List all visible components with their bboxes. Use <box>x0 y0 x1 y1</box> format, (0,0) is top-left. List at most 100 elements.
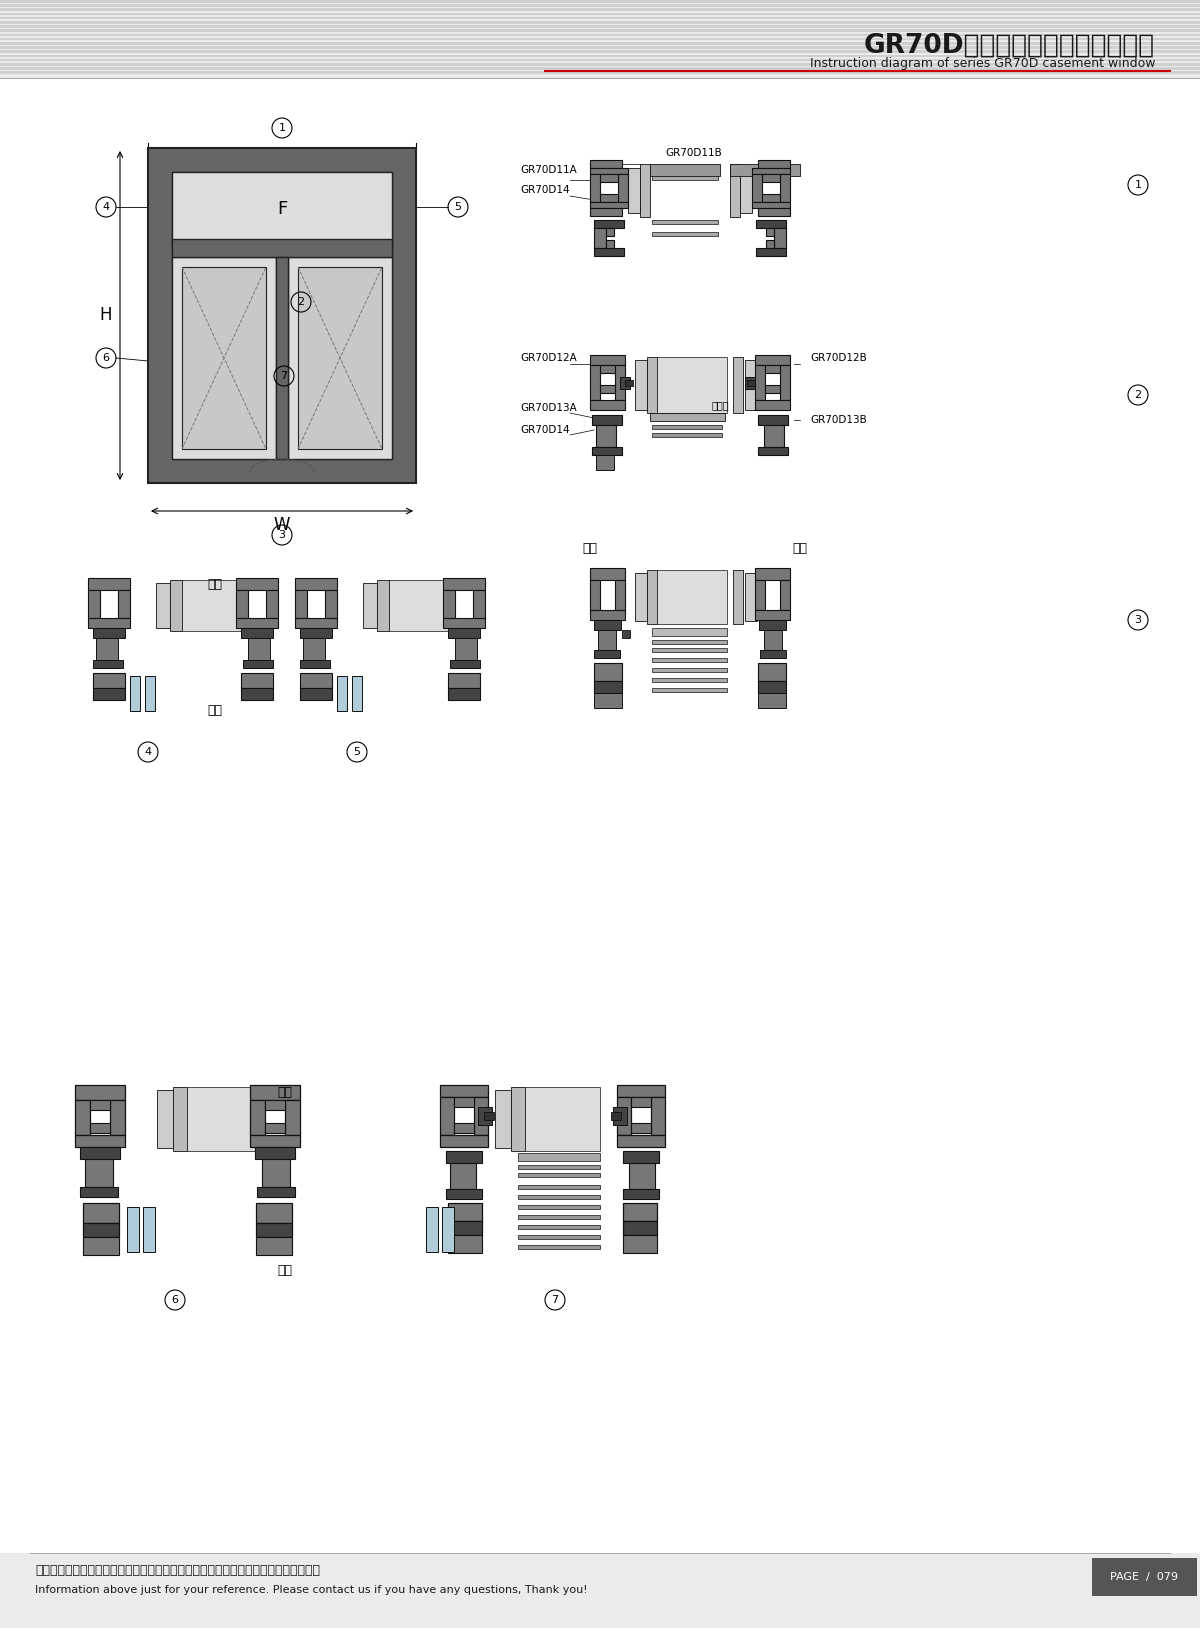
Bar <box>762 194 780 202</box>
Bar <box>88 619 130 628</box>
Bar <box>241 628 274 638</box>
Bar <box>0 55 1200 57</box>
Bar <box>473 589 485 619</box>
Bar <box>242 659 274 667</box>
Bar <box>262 1159 290 1187</box>
Bar <box>594 247 624 256</box>
Bar <box>302 638 325 659</box>
Bar <box>94 672 125 689</box>
Bar <box>0 63 1200 65</box>
Bar <box>733 570 743 624</box>
Bar <box>594 228 606 247</box>
Bar <box>172 173 392 459</box>
Text: 6: 6 <box>172 1294 179 1306</box>
Text: Information above just for your reference. Please contact us if you have any que: Information above just for your referenc… <box>35 1586 588 1595</box>
Bar <box>518 1236 600 1239</box>
Bar <box>616 580 625 610</box>
Bar <box>766 239 774 247</box>
Bar <box>1092 1558 1198 1595</box>
Bar <box>352 676 362 711</box>
Bar <box>740 168 752 213</box>
Bar <box>0 59 1200 62</box>
Bar <box>631 1123 650 1133</box>
Bar <box>594 220 624 228</box>
Bar <box>300 659 330 667</box>
Bar <box>526 1088 600 1151</box>
Bar <box>652 667 727 672</box>
Text: 室外: 室外 <box>792 542 808 555</box>
Bar <box>756 247 786 256</box>
Bar <box>752 202 790 208</box>
Bar <box>755 355 790 365</box>
Bar <box>474 1097 488 1135</box>
Bar <box>774 228 786 247</box>
Bar <box>650 164 720 176</box>
Bar <box>256 1237 292 1255</box>
Bar <box>606 239 614 247</box>
Bar <box>617 1084 665 1097</box>
Bar <box>448 672 480 689</box>
Text: GR70D11B: GR70D11B <box>665 148 721 158</box>
Bar <box>325 589 337 619</box>
Text: 6: 6 <box>102 353 109 363</box>
Bar <box>446 1188 482 1198</box>
Bar <box>640 164 650 217</box>
Bar <box>257 1187 295 1197</box>
Bar <box>448 628 480 638</box>
Bar <box>0 24 1200 28</box>
Bar <box>455 638 478 659</box>
Bar <box>443 619 485 628</box>
Bar <box>443 589 455 619</box>
Bar <box>766 228 774 236</box>
Bar <box>182 267 266 449</box>
Bar <box>752 174 762 202</box>
Bar <box>288 257 392 459</box>
Bar <box>600 174 618 182</box>
Bar <box>256 1148 295 1159</box>
Bar <box>295 589 307 619</box>
Bar <box>590 365 600 400</box>
Bar <box>518 1174 600 1177</box>
Bar <box>0 67 1200 70</box>
Bar <box>173 1088 187 1151</box>
Bar <box>172 239 392 257</box>
Bar <box>83 1223 119 1237</box>
Text: GR70D12A: GR70D12A <box>520 353 577 363</box>
Bar <box>0 0 1200 3</box>
Bar <box>590 168 628 174</box>
Text: GR70D11A: GR70D11A <box>520 164 577 174</box>
Bar <box>755 365 766 400</box>
Bar <box>590 355 625 365</box>
Bar <box>88 589 100 619</box>
Bar <box>780 365 790 400</box>
Bar <box>590 174 600 202</box>
Bar <box>478 1107 492 1125</box>
Bar <box>496 1091 511 1148</box>
Bar <box>0 5 1200 7</box>
Text: 室内: 室内 <box>582 542 598 555</box>
Bar <box>389 580 449 632</box>
Text: F: F <box>277 200 287 218</box>
Bar <box>629 1162 655 1188</box>
Bar <box>440 1084 488 1097</box>
Bar <box>596 425 616 448</box>
Bar <box>617 1135 665 1148</box>
Text: GR70D14: GR70D14 <box>520 425 570 435</box>
Bar <box>250 1135 300 1148</box>
Text: 室外: 室外 <box>277 1263 293 1276</box>
Text: 5: 5 <box>354 747 360 757</box>
Bar <box>0 16 1200 20</box>
Text: 4: 4 <box>102 202 109 212</box>
Bar <box>611 1112 622 1120</box>
Text: 鸭嘴胶: 鸭嘴胶 <box>712 400 728 410</box>
Bar <box>652 689 727 692</box>
Bar <box>590 208 622 217</box>
Bar <box>80 1187 118 1197</box>
Bar <box>650 414 725 422</box>
Bar <box>647 570 658 624</box>
Bar <box>182 580 242 632</box>
Bar <box>295 619 337 628</box>
Bar <box>652 628 727 637</box>
Text: GR70D13B: GR70D13B <box>810 415 866 425</box>
Bar <box>0 8 1200 11</box>
